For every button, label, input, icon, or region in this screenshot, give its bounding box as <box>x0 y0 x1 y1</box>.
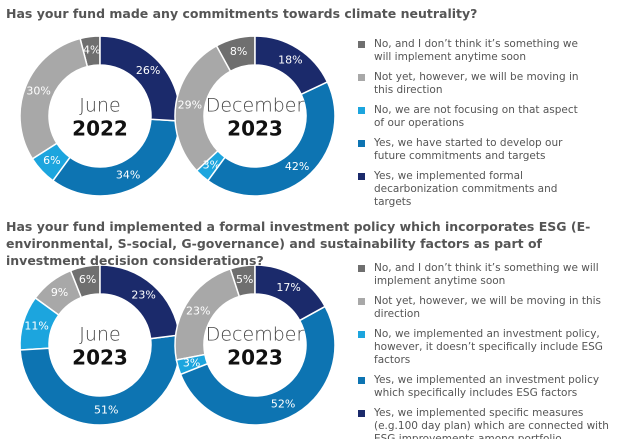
center-year: 2022 <box>72 117 128 141</box>
percent-label: 34% <box>116 169 140 182</box>
percent-label: 29% <box>178 99 202 112</box>
percent-label: 26% <box>136 64 160 77</box>
percent-label: 23% <box>186 304 210 317</box>
donut-segment <box>179 305 336 426</box>
percent-label: 18% <box>278 53 302 66</box>
legend-swatch <box>358 331 365 338</box>
legend-item: No, and I don’t think it’s something we … <box>358 38 580 64</box>
donut-segment <box>99 264 181 340</box>
center-year: 2023 <box>227 346 283 370</box>
legend-label: Not yet, however, we will be moving in t… <box>374 71 579 96</box>
legend-label: Yes, we implemented specific measures (e… <box>374 407 609 439</box>
percent-label: 8% <box>230 45 247 58</box>
legend-swatch <box>358 74 365 81</box>
percent-label: 5% <box>236 273 253 286</box>
donut-segment <box>19 37 89 160</box>
legend-item: Yes, we implemented specific measures (e… <box>358 407 620 439</box>
legend: No, and I don’t think it’s something we … <box>358 38 580 209</box>
percent-label: 6% <box>79 273 96 286</box>
legend: No, and I don’t think it’s something we … <box>358 262 620 439</box>
percent-label: 17% <box>276 281 300 294</box>
donut-segment <box>254 264 327 322</box>
legend-item: Yes, we implemented an investment policy… <box>358 374 620 400</box>
donut-segment <box>254 35 329 96</box>
legend-label: No, and I don’t think it’s something we … <box>374 262 599 287</box>
percent-label: 51% <box>94 404 118 417</box>
legend-label: Yes, we have started to develop our futu… <box>374 137 563 162</box>
percent-label: 30% <box>26 85 50 98</box>
center-month: June <box>79 95 120 117</box>
legend-swatch <box>358 41 365 48</box>
legend-item: Yes, we have started to develop our futu… <box>358 137 580 163</box>
donut-segment <box>99 35 181 122</box>
legend-label: Not yet, however, we will be moving in t… <box>374 295 602 320</box>
percent-label: 52% <box>271 398 295 411</box>
percent-label: 6% <box>43 154 60 167</box>
legend-label: No, we implemented an investment policy,… <box>374 328 603 366</box>
legend-swatch <box>358 265 365 272</box>
legend-swatch <box>358 410 365 417</box>
donut-segment <box>206 80 336 197</box>
center-year: 2023 <box>227 117 283 141</box>
center-year: 2023 <box>72 346 128 370</box>
center-month: December <box>206 324 305 346</box>
legend-item: No, we implemented an investment policy,… <box>358 328 620 367</box>
percent-label: 42% <box>285 160 309 173</box>
percent-label: 9% <box>51 286 68 299</box>
legend-label: Yes, we implemented formal decarbonizati… <box>374 170 558 208</box>
percent-label: 4% <box>83 44 100 57</box>
legend-item: Not yet, however, we will be moving in t… <box>358 71 580 97</box>
legend-swatch <box>358 140 365 147</box>
legend-label: No, and I don’t think it’s something we … <box>374 38 578 63</box>
legend-label: Yes, we implemented an investment policy… <box>374 374 600 399</box>
legend-item: Not yet, however, we will be moving in t… <box>358 295 620 321</box>
legend-label: No, we are not focusing on that aspect o… <box>374 104 578 129</box>
center-month: June <box>79 324 120 346</box>
legend-swatch <box>358 107 365 114</box>
percent-label: 11% <box>24 320 48 333</box>
percent-label: 3% <box>203 159 220 172</box>
legend-swatch <box>358 377 365 384</box>
legend-swatch <box>358 173 365 180</box>
question-title: Has your fund implemented a formal inves… <box>6 219 591 268</box>
legend-swatch <box>358 298 365 305</box>
legend-item: No, we are not focusing on that aspect o… <box>358 104 580 130</box>
percent-label: 23% <box>131 288 155 301</box>
question-title: Has your fund made any commitments towar… <box>6 6 478 21</box>
legend-item: Yes, we implemented formal decarbonizati… <box>358 170 580 209</box>
percent-label: 3% <box>183 356 200 369</box>
center-month: December <box>206 95 305 117</box>
legend-item: No, and I don’t think it’s something we … <box>358 262 620 288</box>
